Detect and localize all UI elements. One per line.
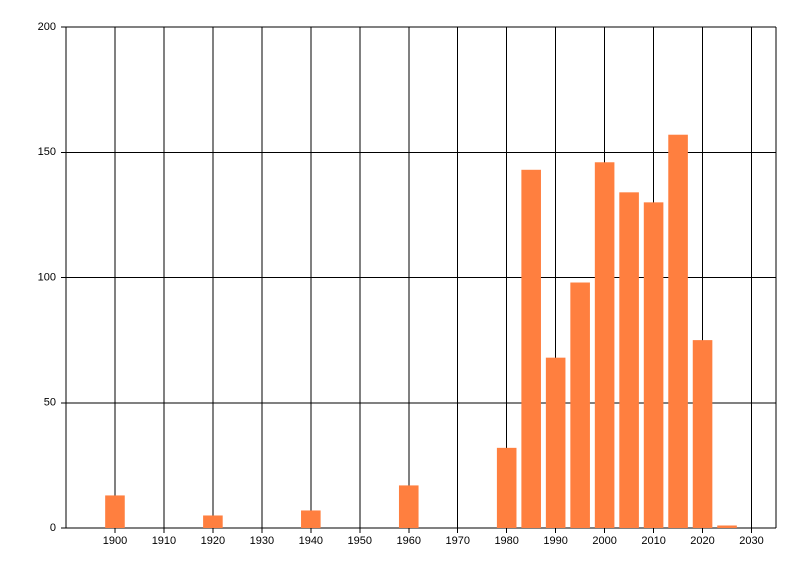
- bar: [301, 510, 321, 528]
- bar: [105, 495, 125, 528]
- x-tick-label: 1970: [445, 535, 469, 547]
- y-tick-label: 50: [44, 397, 56, 409]
- bar: [203, 515, 223, 528]
- bar: [594, 162, 615, 528]
- bar: [496, 447, 517, 528]
- bar: [717, 525, 737, 528]
- x-tick-label: 2020: [690, 535, 714, 547]
- bar: [692, 340, 713, 528]
- x-tick-label: 1950: [348, 535, 372, 547]
- bar: [619, 192, 639, 528]
- y-tick-label: 100: [38, 271, 56, 283]
- bar: [570, 282, 590, 528]
- bar: [668, 134, 688, 528]
- x-tick-label: 1990: [543, 535, 567, 547]
- x-tick-label: 1900: [103, 535, 127, 547]
- bar: [521, 169, 541, 528]
- bar: [545, 357, 566, 528]
- y-tick-label: 200: [38, 21, 56, 33]
- x-tick-label: 1930: [250, 535, 274, 547]
- x-tick-label: 1910: [152, 535, 176, 547]
- y-tick-label: 0: [50, 522, 56, 534]
- x-tick-label: 2000: [592, 535, 616, 547]
- x-tick-label: 1940: [299, 535, 323, 547]
- x-tick-label: 1980: [494, 535, 518, 547]
- y-tick-label: 150: [38, 146, 56, 158]
- bar: [643, 202, 664, 528]
- x-tick-label: 2030: [739, 535, 763, 547]
- x-tick-label: 2010: [641, 535, 665, 547]
- bar: [398, 485, 419, 528]
- x-tick-label: 1920: [201, 535, 225, 547]
- x-tick-label: 1960: [397, 535, 421, 547]
